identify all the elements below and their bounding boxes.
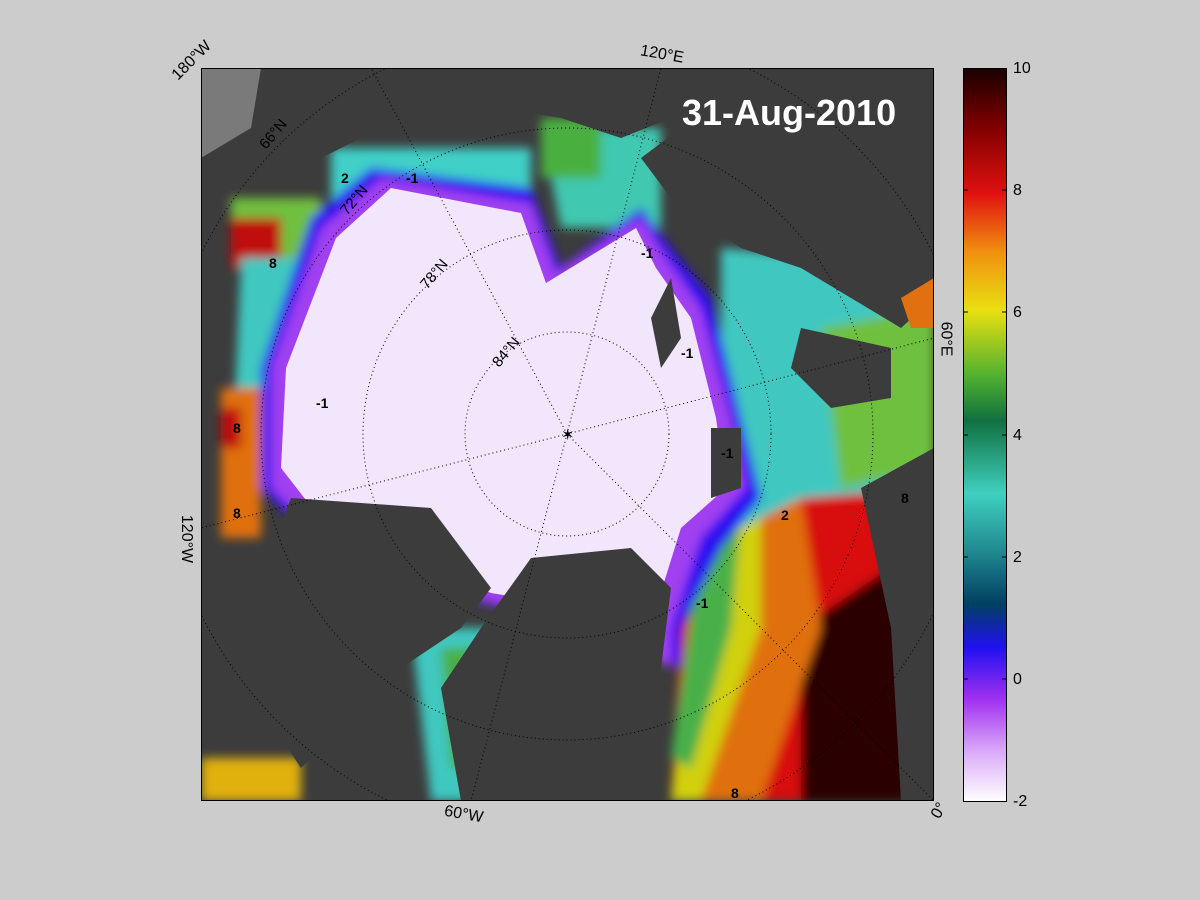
contour-label-minus1: -1 (696, 595, 709, 611)
colorbar-tick-0: 0 (1013, 671, 1022, 688)
contour-label-minus1: -1 (641, 245, 654, 261)
colorbar-gradient (963, 68, 1007, 802)
contour-label-8: 8 (901, 490, 909, 506)
colorbar-tick-10: 10 (1013, 60, 1031, 77)
contour-label-8: 8 (269, 255, 277, 271)
contour-label-minus1: -1 (681, 345, 694, 361)
colorbar-ticks (963, 189, 1007, 680)
contour-label-8: 8 (731, 785, 739, 801)
lon-label-60w: 60°W (442, 802, 485, 827)
land-canada (241, 498, 491, 768)
north-pole-marker: ✶ (561, 427, 574, 444)
contour-label-minus1: -1 (406, 170, 419, 186)
map-border (201, 68, 934, 801)
colorbar-tick-2: 2 (1013, 549, 1022, 566)
contour-label-minus1: -1 (316, 395, 329, 411)
colorbar-tick-6: 6 (1013, 304, 1022, 321)
contour-label-2: 2 (781, 507, 789, 523)
colorbar-tick-8: 8 (1013, 182, 1022, 199)
land-siberia (641, 68, 934, 328)
lon-label-120e: 120°E (638, 42, 685, 67)
lon-label-120w: 120°W (178, 514, 196, 564)
contour-label-2: 2 (341, 170, 349, 186)
land-greenland (441, 548, 671, 801)
colorbar (963, 68, 1007, 802)
contour-label-8: 8 (233, 505, 241, 521)
contour-labels: -1 -1 -1 -1 -1 -1 2 2 8 8 8 8 8 (233, 170, 909, 801)
lon-label-60e: 60°E (937, 321, 955, 357)
colorbar-tick-4: 4 (1013, 427, 1022, 444)
contour-label-8: 8 (233, 420, 241, 436)
graticule (201, 68, 934, 801)
map-panel: ✶ 66°N 72°N 78°N 84°N -1 -1 -1 -1 -1 -1 … (201, 68, 934, 801)
polar-map: ✶ 66°N 72°N 78°N 84°N -1 -1 -1 -1 -1 -1 … (201, 68, 934, 801)
lon-label-0: 0° (928, 799, 951, 822)
contour-label-minus1: -1 (721, 445, 734, 461)
date-label: 31-Aug-2010 (682, 92, 897, 133)
colorbar-tick-minus2: -2 (1013, 793, 1028, 810)
